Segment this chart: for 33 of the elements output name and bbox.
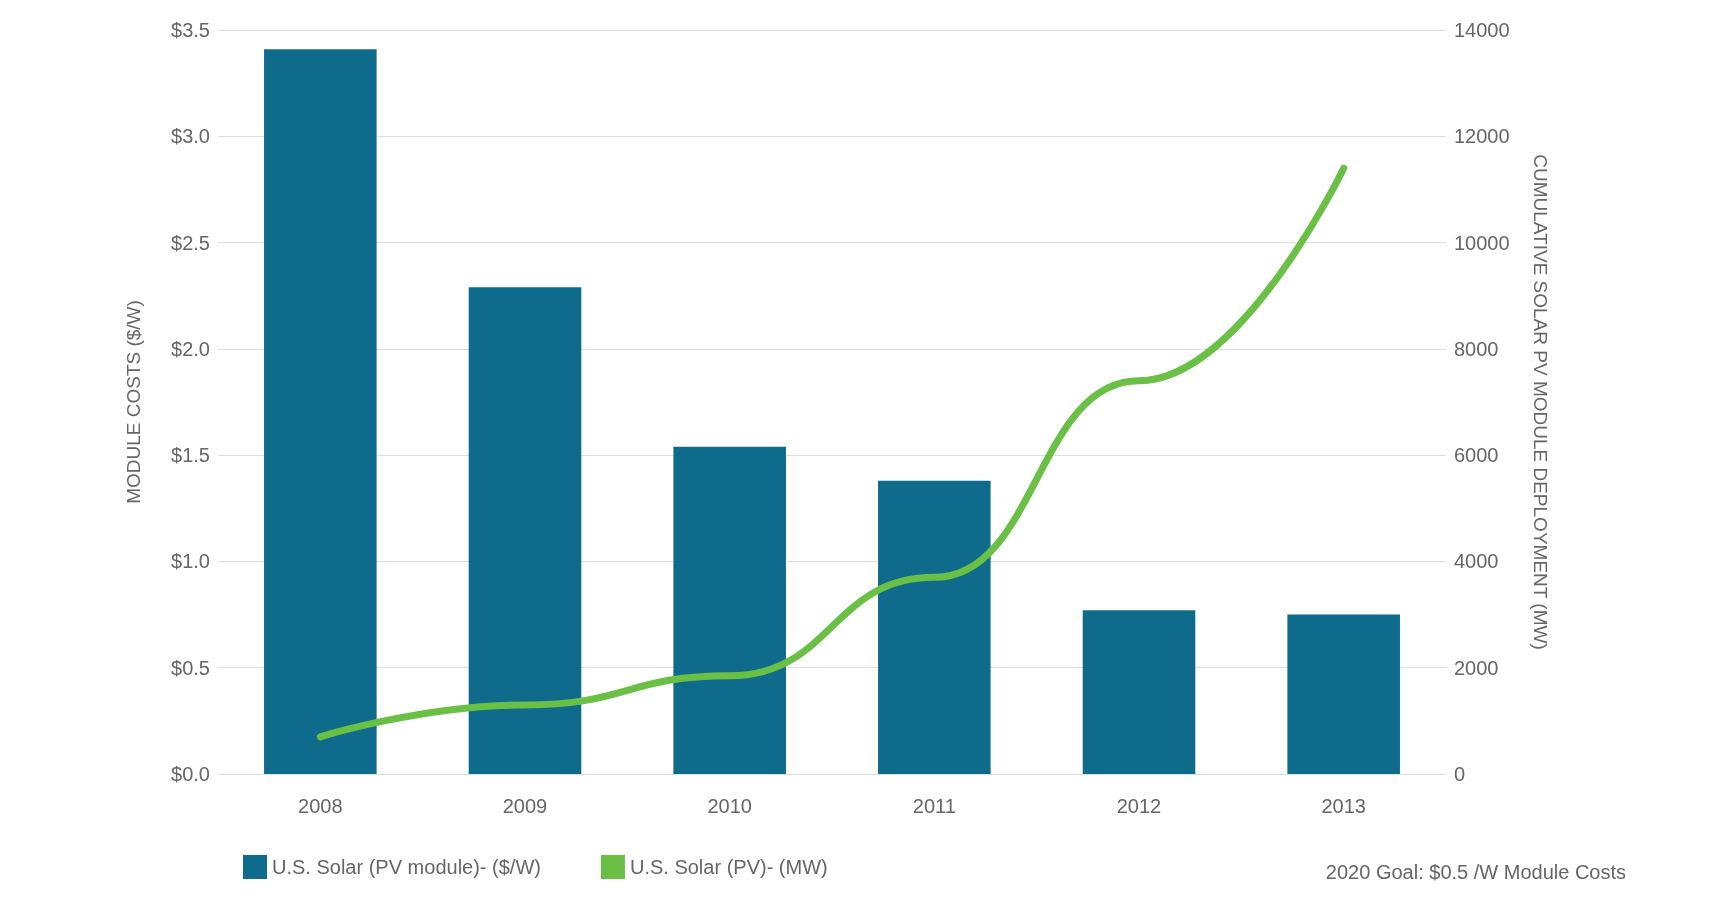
x-tick-label: 2012 — [1116, 795, 1162, 817]
x-tick-label: 2009 — [502, 795, 548, 817]
y2-tick-label: 6000 — [1454, 444, 1499, 467]
y2-tick-label: 4000 — [1454, 550, 1499, 573]
bar — [264, 49, 377, 774]
bar — [878, 480, 991, 774]
y2-tick-label: 2000 — [1454, 656, 1499, 679]
y-tick-label: $2.5 — [171, 231, 210, 254]
x-tick-label: 2008 — [298, 795, 343, 817]
y-tick-label: $3.0 — [171, 125, 210, 148]
x-tick-label: 2013 — [1321, 795, 1366, 817]
y-tick-label: $3.5 — [171, 19, 210, 41]
y2-tick-label: 12000 — [1454, 125, 1510, 148]
y-tick-label: $2.0 — [171, 337, 210, 360]
y2-tick-label: 0 — [1454, 763, 1466, 785]
y2-tick-label: 10000 — [1454, 231, 1510, 254]
y2-tick-label: 8000 — [1454, 337, 1499, 360]
y2-tick-label: 14000 — [1454, 19, 1510, 41]
y-tick-label: $1.0 — [171, 550, 210, 573]
bar — [673, 446, 786, 774]
y-axis-title: MODULE COSTS ($/W) — [123, 300, 144, 504]
y-tick-label: $0.0 — [171, 763, 210, 785]
bar — [468, 287, 582, 774]
y-tick-label: $1.5 — [171, 444, 210, 467]
bar — [1082, 610, 1196, 774]
legend-label: U.S. Solar (PV module)- ($/W) — [272, 856, 541, 878]
y2-axis-title: CUMULATIVE SOLAR PV MODULE DEPLOYMENT (MW) — [1530, 154, 1551, 650]
text: 2020 Goal: $0.5 /W Module Costs — [1325, 861, 1626, 883]
y-tick-label: $0.5 — [171, 656, 210, 679]
bar — [1287, 614, 1400, 774]
x-tick-label: 2011 — [912, 795, 956, 817]
legend-label: U.S. Solar (PV)- (MW) — [629, 856, 828, 878]
x-tick-label: 2010 — [707, 795, 752, 817]
